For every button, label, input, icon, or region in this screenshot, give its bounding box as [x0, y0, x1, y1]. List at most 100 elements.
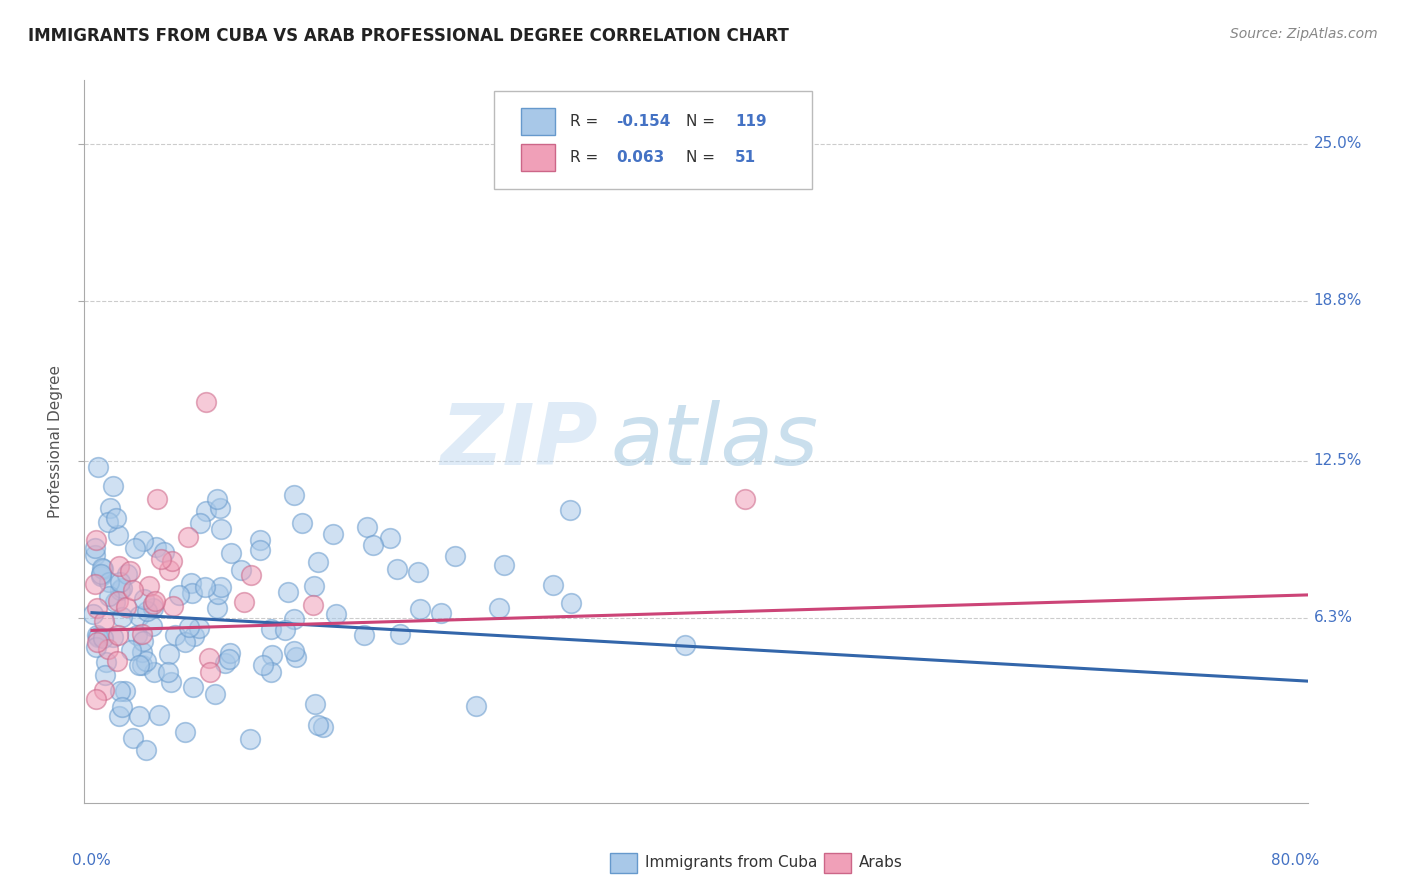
Point: [302, 579, 325, 593]
Point: [291, 516, 314, 530]
Point: [207, 587, 229, 601]
Point: [117, 566, 139, 581]
Point: [157, 563, 180, 577]
Point: [356, 520, 378, 534]
Point: [128, 657, 150, 672]
Point: [194, 504, 217, 518]
Point: [84, 533, 107, 547]
Text: Source: ZipAtlas.com: Source: ZipAtlas.com: [1230, 27, 1378, 41]
Point: [87, 459, 110, 474]
Point: [120, 642, 142, 657]
Point: [111, 610, 134, 624]
Point: [142, 601, 165, 615]
Point: [146, 491, 169, 506]
Point: [108, 559, 131, 574]
Point: [98, 589, 121, 603]
Point: [157, 665, 180, 679]
Point: [135, 743, 157, 757]
Point: [209, 522, 232, 536]
Point: [558, 503, 581, 517]
Point: [91, 631, 114, 645]
Point: [160, 675, 183, 690]
Point: [91, 561, 114, 575]
Point: [209, 581, 232, 595]
Point: [312, 720, 335, 734]
Point: [97, 642, 120, 657]
Point: [105, 654, 128, 668]
Point: [90, 567, 112, 582]
Point: [492, 558, 515, 573]
Text: 0.0%: 0.0%: [72, 854, 111, 869]
Point: [150, 551, 173, 566]
Point: [141, 619, 163, 633]
Point: [307, 717, 329, 731]
Point: [353, 627, 375, 641]
Point: [219, 546, 242, 560]
Point: [194, 580, 217, 594]
Point: [165, 628, 187, 642]
Point: [183, 630, 205, 644]
Text: 119: 119: [735, 114, 766, 129]
Point: [111, 699, 134, 714]
Point: [143, 665, 166, 679]
Text: -0.154: -0.154: [616, 114, 671, 129]
Point: [93, 614, 115, 628]
Point: [120, 564, 142, 578]
Point: [128, 609, 150, 624]
Point: [90, 569, 112, 583]
Point: [132, 633, 155, 648]
Point: [97, 574, 120, 589]
Point: [86, 628, 108, 642]
Text: 12.5%: 12.5%: [1313, 453, 1362, 468]
Point: [488, 601, 510, 615]
Point: [153, 545, 176, 559]
Point: [380, 531, 402, 545]
Point: [406, 565, 429, 579]
Text: 18.8%: 18.8%: [1313, 293, 1362, 309]
Point: [143, 594, 166, 608]
Point: [107, 528, 129, 542]
Point: [108, 684, 131, 698]
Point: [464, 699, 486, 714]
Point: [673, 638, 696, 652]
Text: R =: R =: [569, 150, 603, 165]
Point: [128, 709, 150, 723]
Point: [114, 683, 136, 698]
Point: [174, 635, 197, 649]
Point: [86, 640, 108, 654]
Point: [198, 665, 221, 680]
Point: [84, 541, 107, 555]
Point: [180, 576, 202, 591]
Point: [132, 592, 155, 607]
Point: [240, 567, 263, 582]
Point: [105, 510, 128, 524]
Point: [148, 708, 170, 723]
Point: [283, 612, 305, 626]
Point: [181, 586, 204, 600]
Point: [97, 515, 120, 529]
Point: [541, 578, 564, 592]
Point: [219, 646, 242, 660]
Point: [169, 588, 191, 602]
Point: [252, 657, 274, 672]
Point: [214, 656, 236, 670]
Text: 51: 51: [735, 150, 756, 165]
Point: [131, 645, 153, 659]
Point: [101, 479, 124, 493]
Point: [177, 530, 200, 544]
FancyBboxPatch shape: [824, 853, 851, 873]
Point: [135, 604, 157, 618]
Point: [388, 626, 411, 640]
Point: [205, 492, 228, 507]
Point: [181, 681, 204, 695]
Point: [277, 585, 299, 599]
Point: [259, 665, 281, 679]
Point: [194, 395, 217, 409]
Point: [125, 628, 148, 642]
Point: [91, 562, 114, 576]
Point: [302, 598, 325, 612]
Point: [304, 697, 326, 711]
Point: [179, 620, 201, 634]
Point: [108, 583, 131, 598]
Point: [142, 597, 165, 611]
